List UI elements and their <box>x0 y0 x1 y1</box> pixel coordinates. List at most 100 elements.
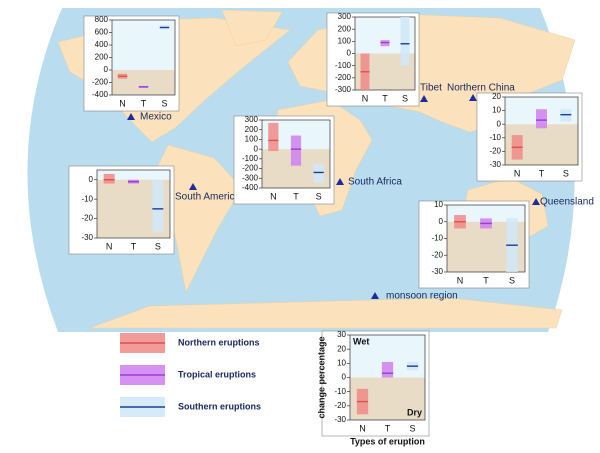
y-tick-label: 600 <box>95 28 109 37</box>
location-label: Tibet <box>420 83 442 94</box>
y-tick-label: 0 <box>439 217 444 226</box>
y-tick-label: -400 <box>92 90 109 99</box>
location-marker <box>336 178 344 185</box>
x-tick-label: T <box>382 93 388 103</box>
y-tick-label: -10 <box>489 133 501 142</box>
y-tick-label: 400 <box>95 40 109 49</box>
y-tick-label: -100 <box>335 61 352 70</box>
range-box <box>152 179 164 233</box>
y-tick-label: -200 <box>92 78 109 87</box>
inset-chart: -30 -20 -10 0 10 N T S <box>418 200 530 289</box>
location-label: Queensland <box>540 197 594 208</box>
x-tick-label: S <box>161 98 167 108</box>
y-tick-label: 0 <box>254 144 259 153</box>
location-label: monsoon region <box>386 291 458 302</box>
y-tick-label: -20 <box>431 250 443 259</box>
legend-label: Tropical eruptions <box>178 369 256 379</box>
dry-label: Dry <box>407 407 422 417</box>
y-tick-label: 30 <box>337 330 346 339</box>
location-marker <box>189 183 197 190</box>
y-tick-label: 100 <box>245 135 259 144</box>
x-tick-label: N <box>359 423 366 433</box>
y-tick-label: 0 <box>497 119 502 128</box>
y-tick-label: 800 <box>95 15 109 24</box>
range-box <box>268 122 279 152</box>
y-tick-label: -30 <box>489 160 501 169</box>
location-marker <box>532 198 540 205</box>
inset-chart: -30 -20 -10 0 N T S <box>68 165 175 255</box>
range-box <box>290 135 302 166</box>
legend-label: Southern eruptions <box>178 401 261 411</box>
range-box <box>313 163 324 184</box>
y-axis-label: change percentage <box>316 336 326 418</box>
location-marker <box>371 292 379 299</box>
y-tick-label: -30 <box>334 415 346 424</box>
inset-chart: -30 -20 -10 0 10 20 30 N T S Wet Dry change percenta… <box>316 330 430 446</box>
range-box <box>381 361 394 378</box>
y-tick-label: -10 <box>81 194 93 203</box>
location-label: Northern China <box>447 83 515 94</box>
wet-label: Wet <box>353 336 369 346</box>
y-tick-label: 300 <box>338 12 352 21</box>
y-tick-label: 10 <box>337 358 346 367</box>
y-tick-label: 100 <box>338 36 352 45</box>
y-tick-label: -300 <box>242 173 259 182</box>
plot-border <box>504 96 579 166</box>
y-tick-label: -200 <box>242 164 259 173</box>
y-tick-label: 200 <box>95 53 109 62</box>
location-marker <box>127 113 135 120</box>
x-tick-label: T <box>131 241 137 251</box>
range-box <box>103 173 115 184</box>
y-tick-label: 10 <box>434 200 443 209</box>
x-tick-label: N <box>119 98 126 108</box>
x-tick-label: S <box>563 168 569 178</box>
y-tick-label: -20 <box>334 401 346 410</box>
plot-border <box>261 119 331 189</box>
x-axis-label: Types of eruption <box>350 436 425 446</box>
wet-area <box>97 170 170 180</box>
antarctica <box>89 297 563 329</box>
x-tick-label: T <box>483 275 489 285</box>
y-tick-label: -20 <box>489 147 501 156</box>
y-tick-label: 20 <box>337 344 346 353</box>
x-tick-label: N <box>270 191 277 201</box>
y-tick-label: 200 <box>245 125 259 134</box>
y-tick-label: -30 <box>431 267 443 276</box>
y-tick-label: 10 <box>492 106 501 115</box>
location-label: South Africa <box>348 177 402 188</box>
y-tick-label: -10 <box>334 387 346 396</box>
y-tick-label: -20 <box>81 214 93 223</box>
y-tick-label: -100 <box>242 154 259 163</box>
legend-label: Northern eruptions <box>178 337 260 347</box>
y-tick-label: 0 <box>89 175 94 184</box>
x-tick-label: S <box>409 423 415 433</box>
range-box <box>400 17 410 66</box>
x-tick-label: T <box>141 98 147 108</box>
y-tick-label: 0 <box>104 65 109 74</box>
x-tick-label: N <box>362 93 369 103</box>
y-tick-label: -200 <box>335 73 352 82</box>
location-marker <box>420 95 428 102</box>
y-tick-label: 0 <box>342 373 347 382</box>
x-tick-label: T <box>385 423 391 433</box>
x-tick-label: S <box>155 241 161 251</box>
y-tick-label: -400 <box>242 183 259 192</box>
inset-chart: -300 -200 -100 0 100 200 300 N T S <box>326 12 420 107</box>
wet-area <box>447 205 525 222</box>
y-tick-label: -30 <box>81 233 93 242</box>
x-tick-label: N <box>457 275 464 285</box>
x-tick-label: T <box>539 168 545 178</box>
x-tick-label: S <box>316 191 322 201</box>
location-marker <box>469 94 477 101</box>
y-tick-label: 200 <box>338 24 352 33</box>
inset-chart: -400 -200 0 200 400 600 800 N T S <box>83 15 180 112</box>
x-tick-label: N <box>106 241 113 251</box>
range-box <box>536 109 547 129</box>
y-tick-label: 0 <box>347 49 352 58</box>
location-label: South America <box>175 192 240 203</box>
location-label: Mexico <box>140 112 172 123</box>
greenland <box>221 9 283 47</box>
y-tick-label: 20 <box>492 92 501 101</box>
